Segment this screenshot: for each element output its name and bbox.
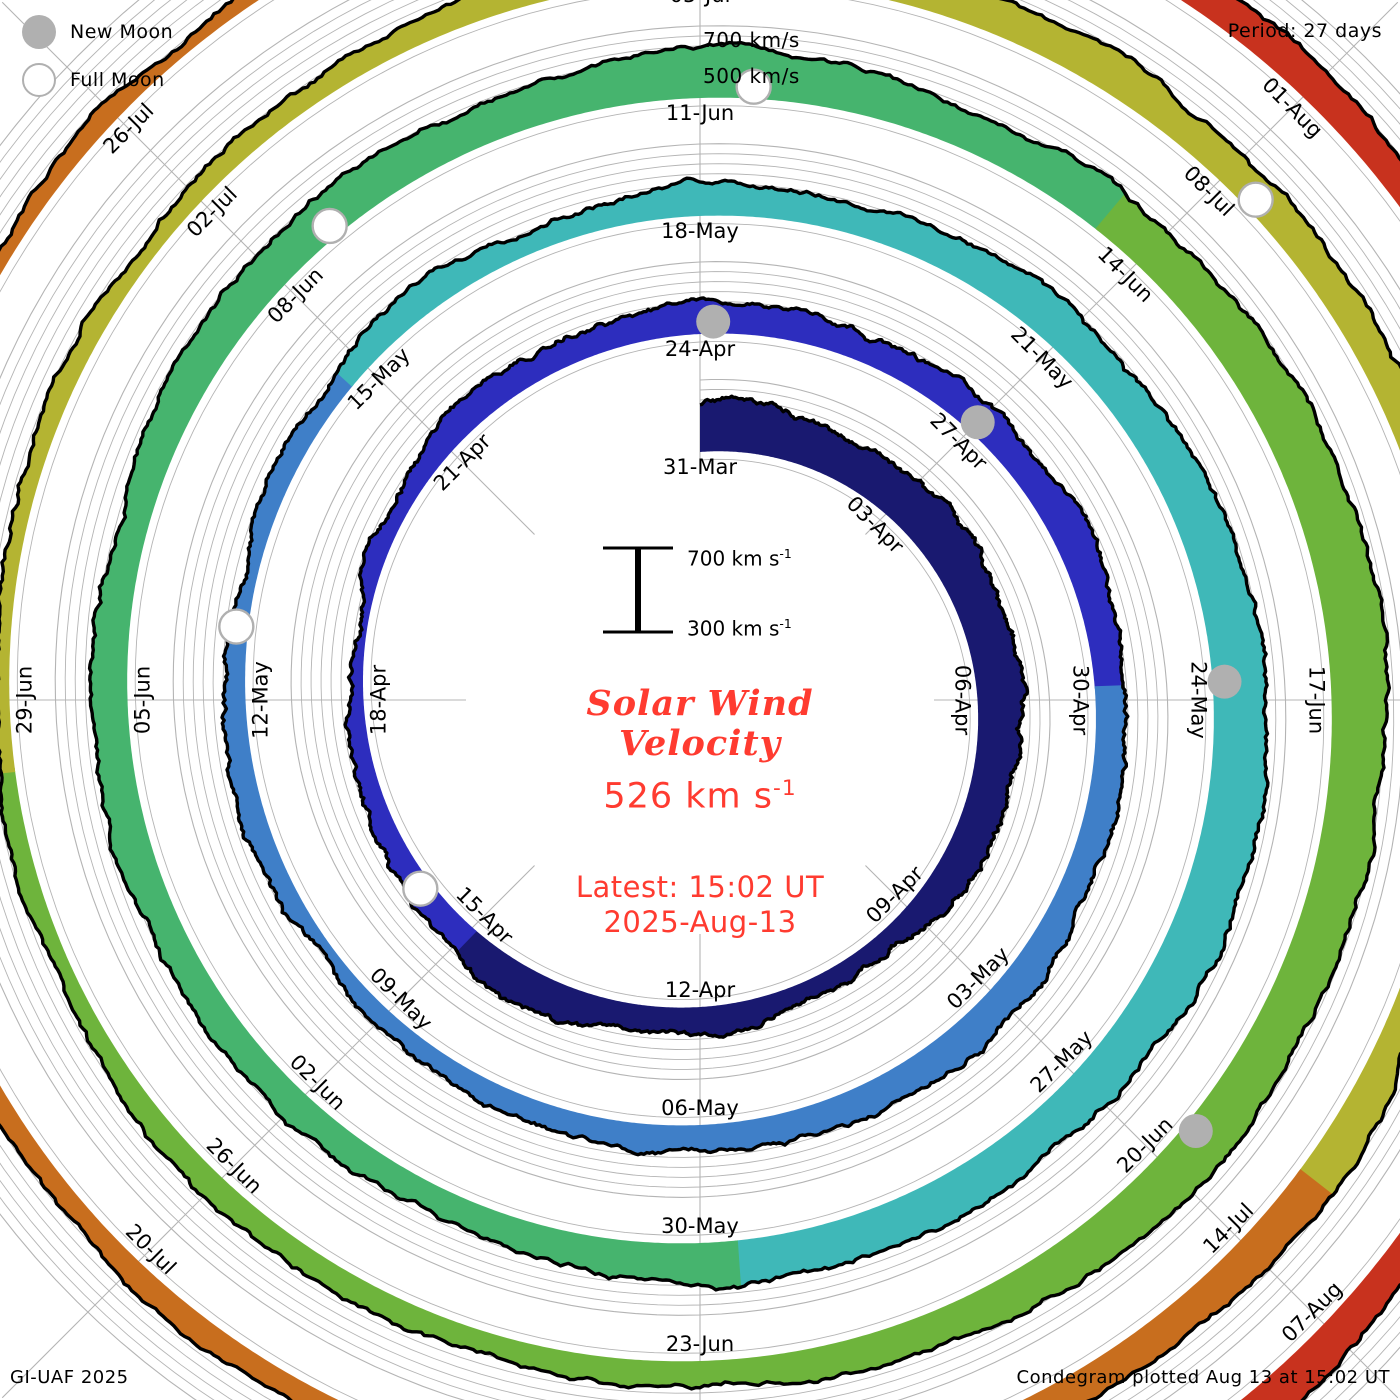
velocity-trace-line [0,0,1400,1200]
full-moon-marker [218,608,255,645]
velocity-trace-line [0,0,1335,1400]
velocity-trace-line [343,296,1125,953]
full-moon-marker [311,207,348,245]
spiral-date-label: 24-May [1187,661,1211,739]
legend-item-new-moon: New Moon [22,8,173,56]
velocity-trace-line [87,40,1129,1292]
spiral-date-label: 06-May [661,1096,739,1120]
spiral-date-label: 12-May [249,661,273,739]
radial-axis-label-inner: 500 km/s [703,64,800,88]
velocity-trace-line [0,192,1391,1391]
grid-spoke [1,865,535,1399]
velocity-band [336,178,1268,1289]
moon-markers [218,68,1274,1148]
spiral-date-label: 31-Mar [663,455,737,479]
legend-label-full-moon: Full Moon [70,69,165,91]
velocity-trace-line [454,394,1030,1039]
velocity-band [0,0,1334,1400]
velocity-trace-line [335,176,1270,1290]
plot-timestamp-label: Condegram plotted Aug 13 at 15:02 UT [1016,1367,1390,1388]
spiral-date-label: 11-Jun [666,101,734,125]
velocity-trace-line [220,369,1130,1157]
period-label: Period: 27 days [1227,20,1382,42]
spiral-date-label: 29-Jun [13,666,37,734]
velocity-band [1180,0,1400,1400]
spiral-date-label: 12-Apr [665,978,736,1002]
new-moon-marker [696,304,731,339]
attribution-label: GI-UAF 2025 [10,1367,129,1388]
spiral-date-label: 24-Apr [665,337,736,361]
full-moon-marker [735,68,772,105]
spiral-date-label: 18-May [661,219,739,243]
new-moon-marker [960,405,995,440]
full-moon-marker [402,870,439,907]
spiral-date-label: 17-Jun [1305,666,1329,734]
velocity-band [456,396,1028,1038]
new-moon-marker [1207,664,1242,699]
spiral-date-label: 30-May [661,1214,739,1238]
full-moon-icon [22,63,56,97]
spiral-date-label: 23-Jun [666,1332,734,1356]
spiral-date-label: 05-Jun [131,666,155,734]
spiral-date-label: 30-Apr [1069,665,1093,736]
grid-spoke [865,865,1399,1399]
new-moon-icon [22,15,56,49]
spiral-date-label: 18-Apr [367,665,391,736]
spiral-date-label: 05-Jul [670,0,731,7]
velocity-band [89,42,1128,1290]
spiral-date-label: 06-Apr [951,665,975,736]
legend-label-new-moon: New Moon [70,21,174,43]
full-moon-marker [1237,181,1274,218]
new-moon-marker [1178,1113,1213,1148]
moon-phase-legend: New Moon Full Moon [22,8,173,104]
radial-axis-label-outer: 700 km/s [703,28,800,52]
legend-item-full-moon: Full Moon [22,56,173,104]
